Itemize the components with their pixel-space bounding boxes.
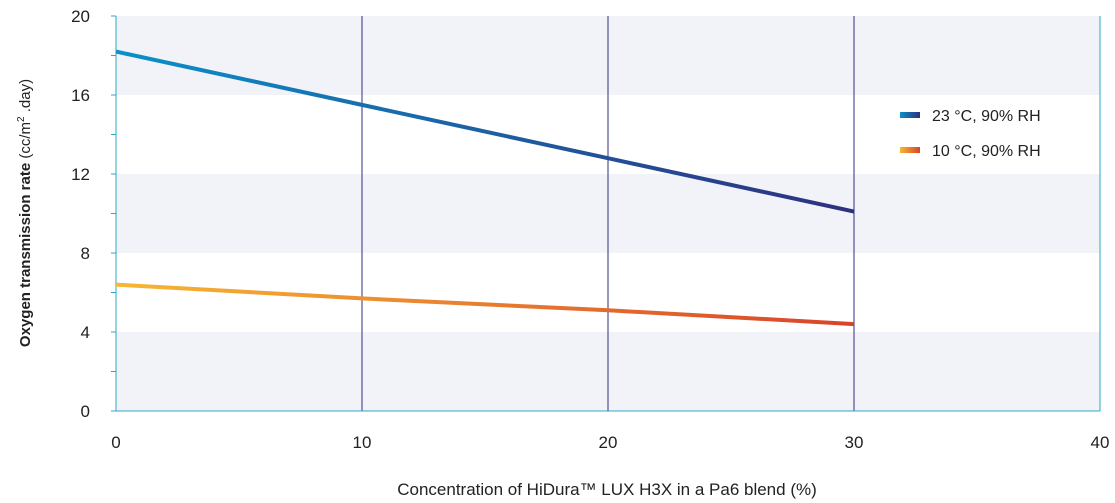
legend-swatch-10c (900, 147, 920, 153)
y-axis-title-unit-pre: (cc/m (17, 122, 34, 163)
x-ticks: 0 10 20 30 40 (111, 433, 1109, 452)
y-axis-title-unit-sup: 2 (16, 116, 27, 122)
x-tick-label: 10 (353, 433, 372, 452)
y-tick-label: 12 (71, 165, 90, 184)
y-axis-title-bold: Oxygen transmission rate (17, 163, 34, 347)
legend: 23 °C, 90% RH 10 °C, 90% RH (900, 108, 1041, 160)
legend-label-23c: 23 °C, 90% RH (932, 108, 1041, 125)
x-tick-label: 0 (111, 433, 120, 452)
legend-label-10c: 10 °C, 90% RH (932, 143, 1041, 160)
x-tick-label: 40 (1091, 433, 1110, 452)
x-axis-title: Concentration of HiDura™ LUX H3X in a Pa… (397, 480, 817, 499)
legend-swatch-23c (900, 112, 920, 118)
x-tick-label: 20 (599, 433, 618, 452)
y-ticks: 0 4 8 12 16 20 (71, 7, 116, 421)
vertical-gridlines (361, 16, 1101, 411)
y-tick-label: 20 (71, 7, 90, 26)
series-lines (115, 49, 855, 327)
y-tick-label: 16 (71, 86, 90, 105)
series-line-0 (115, 49, 855, 214)
y-tick-label: 0 (81, 402, 90, 421)
x-tick-label: 30 (845, 433, 864, 452)
y-tick-label: 8 (81, 244, 90, 263)
y-axis-title: Oxygen transmission rate (cc/m2 .day) (16, 79, 34, 347)
y-tick-label: 4 (81, 323, 90, 342)
series-line-1 (115, 282, 855, 327)
y-axis-title-unit-post: .day) (17, 79, 34, 117)
